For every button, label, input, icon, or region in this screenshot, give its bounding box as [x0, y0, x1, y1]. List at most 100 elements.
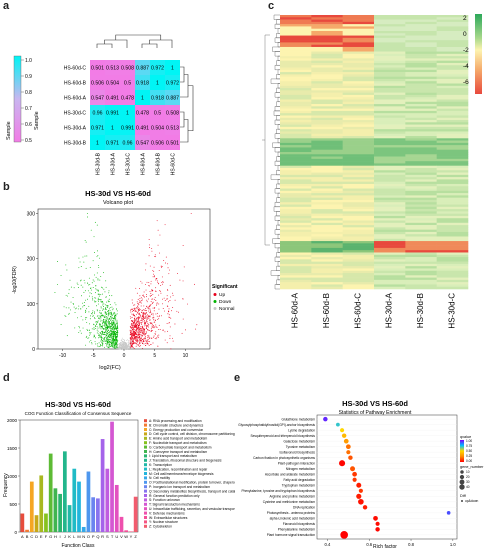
up-point: [135, 339, 137, 341]
expression-cell: [280, 46, 312, 50]
expression-cell: [436, 195, 469, 198]
expression-cell: [405, 126, 437, 130]
down-point: [107, 315, 109, 317]
cog-category-label: K: [68, 534, 71, 539]
normal-point: [122, 344, 123, 346]
up-point: [142, 309, 144, 311]
down-point: [110, 319, 112, 321]
up-point: [134, 318, 136, 320]
expression-cell: [405, 193, 437, 196]
expression-cell: [280, 268, 312, 272]
normal-point: [127, 347, 129, 349]
down-point: [117, 327, 118, 329]
down-point: [116, 322, 118, 323]
down-point: [97, 299, 99, 301]
expression-cell: [280, 156, 312, 160]
up-point: [133, 331, 135, 333]
up-point: [158, 336, 159, 338]
expression-cell: [311, 257, 343, 260]
expression-cell: [436, 53, 469, 57]
down-point: [60, 324, 62, 325]
down-point: [108, 342, 110, 343]
expression-cell: [374, 113, 406, 116]
up-point: [139, 329, 141, 331]
up-point: [168, 301, 170, 303]
dendro-branch: [276, 115, 280, 121]
matrix-value: 0.501: [166, 141, 179, 147]
expression-cell: [280, 81, 312, 84]
expression-cell: [311, 286, 343, 290]
up-point: [149, 304, 151, 306]
down-point: [99, 313, 101, 315]
expression-cell: [405, 122, 437, 125]
up-point: [139, 342, 141, 344]
cog-legend-swatch: [144, 458, 147, 462]
normal-point: [119, 346, 121, 348]
up-point: [143, 314, 145, 316]
matrix-value: 1: [96, 141, 99, 147]
down-point: [106, 317, 108, 319]
down-point: [111, 334, 113, 336]
expression-cell: [436, 26, 469, 29]
down-point: [89, 333, 91, 335]
expression-cell: [374, 247, 406, 251]
down-point: [116, 347, 118, 348]
matrix-value: 0.918: [136, 81, 149, 87]
expression-cell: [311, 78, 343, 82]
dendro-branch: [277, 42, 280, 48]
down-point: [112, 342, 114, 344]
up-point: [172, 292, 174, 294]
expression-cell: [436, 273, 469, 276]
down-point: [106, 344, 108, 346]
down-point: [66, 335, 68, 337]
expression-cell: [436, 106, 469, 109]
up-point: [149, 308, 151, 310]
up-point: [148, 341, 150, 343]
down-point: [89, 323, 91, 325]
correlation-row-labels: HS-60d-CHS-60d-BHS-60d-AHS-30d-CHS-30d-A…: [64, 66, 87, 147]
down-point: [105, 340, 107, 342]
down-point: [78, 331, 80, 333]
matrix-cell: [150, 120, 165, 135]
expression-cell: [280, 211, 312, 214]
down-point: [97, 254, 99, 256]
pathway-point: [345, 444, 351, 450]
down-point: [115, 331, 117, 332]
expression-cell: [374, 152, 406, 155]
expression-cell: [342, 67, 375, 71]
down-point: [101, 314, 102, 316]
expression-cell: [405, 21, 437, 25]
up-point: [138, 333, 140, 335]
normal-point: [127, 340, 129, 342]
expression-cell: [436, 74, 469, 77]
up-point: [161, 298, 163, 300]
down-point: [107, 304, 109, 306]
expression-cell: [405, 115, 437, 119]
expression-cell: [405, 85, 437, 89]
dendro-branch: [274, 65, 280, 70]
down-point: [113, 320, 115, 322]
cog-y-tick-label: 2000: [7, 418, 18, 423]
down-point: [103, 288, 105, 290]
expression-cell: [405, 213, 437, 217]
down-point: [107, 320, 109, 322]
expression-cell: [311, 136, 343, 139]
expression-cell: [280, 30, 312, 34]
down-point: [110, 342, 112, 344]
expression-cell: [342, 104, 375, 107]
matrix-cell: [165, 75, 180, 90]
dendro-branch: [274, 160, 280, 166]
down-point: [75, 307, 77, 309]
up-point: [144, 337, 146, 339]
down-point: [78, 305, 80, 307]
expression-cell: [436, 122, 469, 125]
expression-cell: [311, 245, 343, 249]
down-point: [108, 339, 110, 341]
down-point: [85, 318, 87, 320]
down-point: [109, 327, 111, 329]
up-point: [158, 294, 160, 296]
up-point: [149, 336, 150, 338]
down-point: [111, 317, 113, 319]
down-point: [98, 334, 99, 336]
expression-cell: [374, 167, 406, 171]
